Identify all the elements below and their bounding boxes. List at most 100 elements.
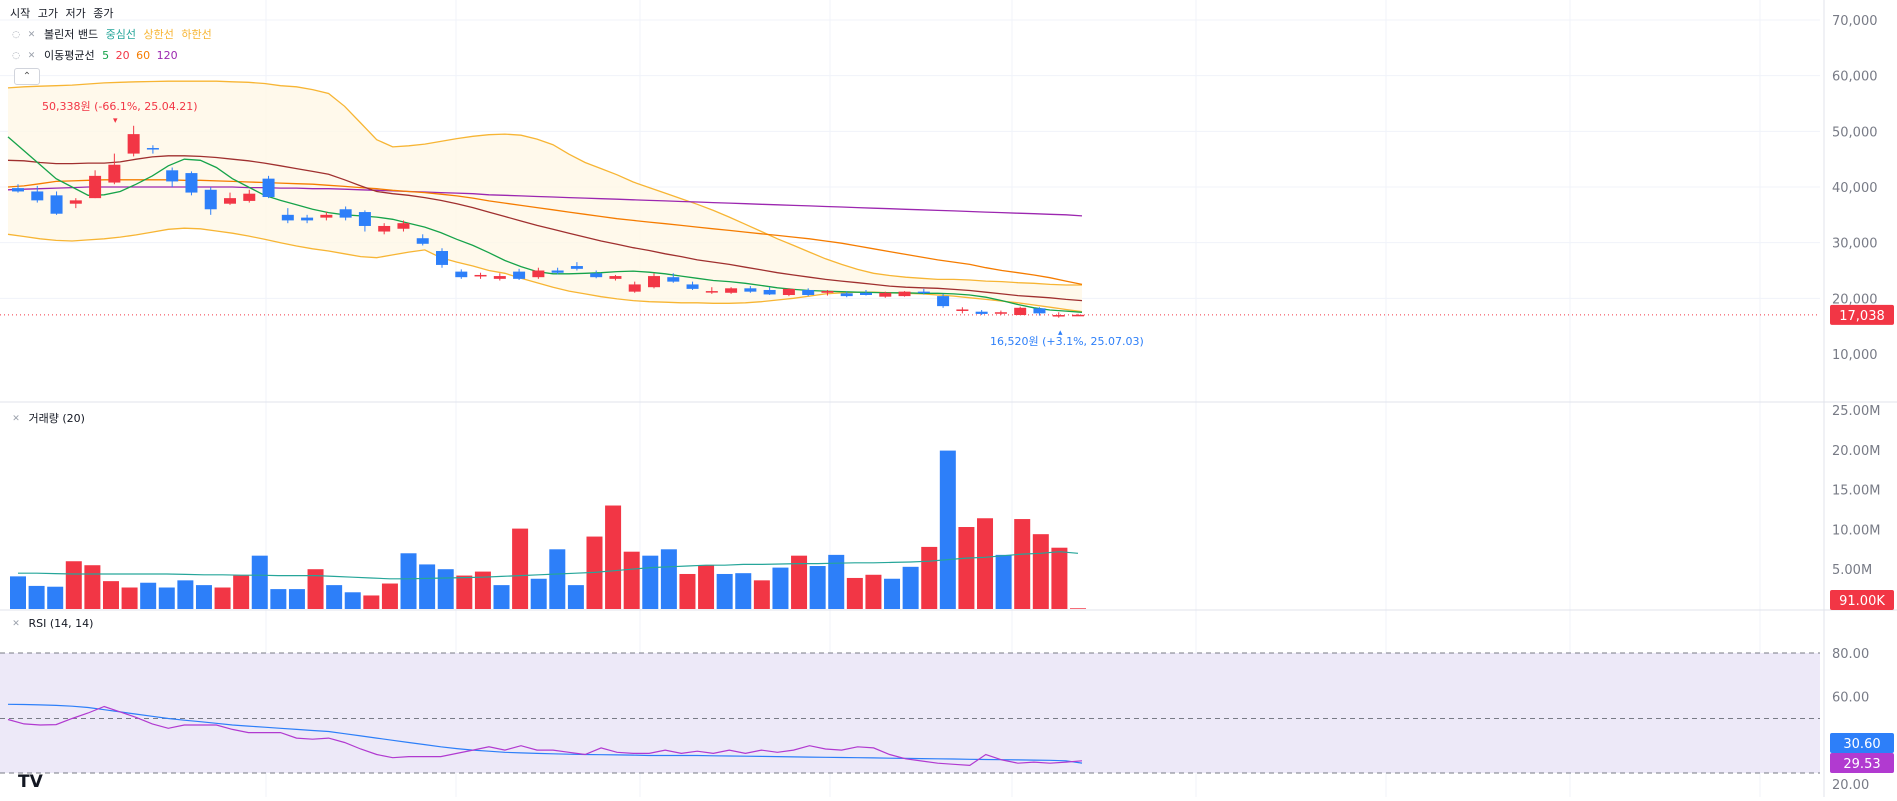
candle-body: [840, 293, 853, 297]
rsi-signal-label: 29.53: [1843, 757, 1880, 772]
candle-body: [89, 175, 102, 199]
bollinger-mid-label: 중심선: [105, 28, 136, 41]
volume-bar: [865, 574, 882, 609]
eye-hidden-icon[interactable]: ◌: [12, 30, 20, 40]
max-price-marker-icon: ▾: [113, 116, 118, 126]
candle-body: [50, 195, 63, 214]
candle-body: [166, 170, 179, 182]
volume-bar: [419, 564, 436, 609]
ohlc-close-label: 종가: [93, 7, 114, 20]
volume-bar: [698, 565, 715, 609]
rsi-value-badge: [1830, 733, 1894, 753]
volume-bar: [121, 587, 138, 609]
bollinger-upper-line: [7, 80, 1082, 286]
candle-body: [937, 296, 950, 307]
candle-body: [12, 188, 24, 192]
candle-body: [686, 284, 699, 289]
last-volume-badge: [1830, 590, 1894, 610]
price-tick-label: 20,000: [1832, 292, 1878, 307]
rsi-tick-label: 20.00: [1832, 778, 1869, 793]
volume-tick-label: 20.00M: [1832, 444, 1880, 459]
volume-bar: [679, 573, 696, 609]
min-price-annotation: 16,520원 (+3.1%, 25.07.03): [990, 335, 1144, 348]
rsi-legend-label: RSI (14, 14): [28, 617, 94, 630]
ma-period-5: 5: [102, 49, 110, 62]
tradingview-logo-icon[interactable]: TV: [18, 772, 43, 792]
candle-body: [493, 276, 506, 279]
volume-bar: [902, 566, 919, 609]
candle-body: [725, 288, 738, 293]
ohlc-legend: 시작 고가 저가 종가: [10, 5, 114, 21]
ma-period-120: 120: [156, 49, 178, 62]
volume-bar: [1051, 547, 1068, 609]
candle-body: [513, 271, 526, 279]
candle-body: [243, 193, 256, 201]
volume-bar: [884, 578, 901, 609]
ohlc-open-label: 시작: [10, 7, 31, 20]
candle-body: [108, 164, 121, 183]
volume-bar: [939, 450, 956, 609]
candle-body: [667, 277, 680, 282]
volume-tick-label: 10.00M: [1832, 523, 1880, 538]
volume-bar: [605, 505, 622, 609]
volume-bar: [846, 577, 863, 609]
volume-bar: [456, 575, 473, 609]
rsi-tick-label: 80.00: [1832, 647, 1869, 662]
volume-bar: [474, 571, 491, 609]
volume-bar: [28, 585, 45, 609]
candle-body: [474, 274, 487, 277]
candle-body: [358, 212, 371, 226]
price-tick-label: 70,000: [1832, 14, 1878, 29]
volume-bar: [251, 555, 268, 609]
candle-body: [879, 292, 892, 297]
volume-bar: [233, 575, 250, 609]
close-icon[interactable]: ✕: [12, 619, 20, 629]
volume-tick-label: 25.00M: [1832, 404, 1880, 419]
candle-body: [590, 273, 603, 278]
candle-body: [956, 309, 969, 311]
candle-body: [127, 134, 140, 154]
volume-bar: [437, 569, 454, 609]
volume-legend: ✕ 거래량 (20): [10, 410, 85, 426]
volume-bar: [326, 585, 343, 609]
ohlc-low-label: 저가: [65, 7, 86, 20]
min-price-marker-icon: ▴: [1058, 328, 1063, 338]
candle-body: [416, 238, 429, 244]
chevron-up-icon: ⌃: [22, 71, 32, 82]
eye-hidden-icon[interactable]: ◌: [12, 51, 20, 61]
candle-body: [1033, 308, 1046, 314]
close-icon[interactable]: ✕: [27, 51, 36, 61]
volume-bar: [995, 554, 1012, 609]
volume-bar: [716, 573, 733, 609]
rsi-signal-badge: [1830, 753, 1894, 773]
candle-body: [31, 191, 44, 201]
volume-bar: [140, 582, 157, 609]
candle-body: [1052, 315, 1065, 317]
candle-body: [185, 173, 198, 193]
ma20-line: [7, 155, 1083, 302]
price-tick-label: 50,000: [1832, 125, 1878, 140]
candle-body: [609, 276, 622, 279]
candle-body: [705, 291, 718, 293]
candle-body: [802, 289, 815, 295]
close-icon[interactable]: ✕: [27, 30, 36, 40]
candle-body: [570, 266, 583, 269]
ma-legend: ◌ ✕ 이동평균선 5 20 60 120: [10, 47, 178, 63]
candle-body: [69, 200, 82, 204]
candle-body: [860, 292, 872, 295]
candle-body: [551, 270, 564, 273]
volume-bar: [10, 576, 26, 609]
ma-period-60: 60: [136, 49, 151, 62]
volume-bar: [809, 566, 826, 609]
rsi-band-fill: [0, 653, 1820, 773]
collapse-legend-button[interactable]: ⌃: [14, 68, 40, 85]
candle-body: [744, 288, 757, 292]
candle-body: [436, 251, 448, 265]
rsi-legend: ✕ RSI (14, 14): [10, 617, 93, 630]
close-icon[interactable]: ✕: [12, 414, 20, 424]
candle-body: [782, 288, 795, 295]
volume-bar: [1014, 519, 1031, 609]
candle-body: [763, 289, 776, 295]
